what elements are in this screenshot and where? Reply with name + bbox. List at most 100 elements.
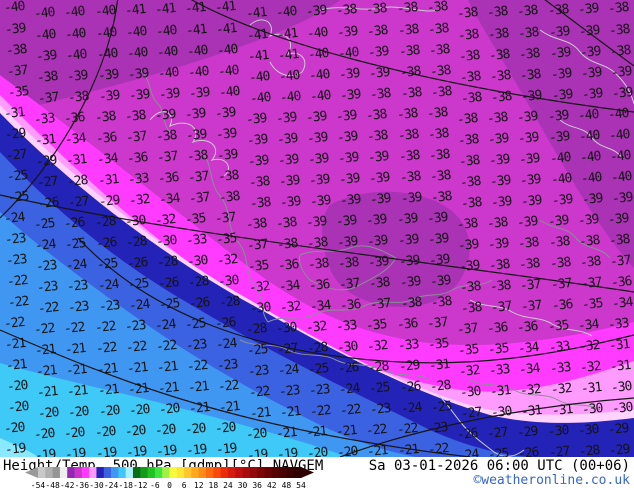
- colorbar-tick-label: 0: [167, 481, 172, 490]
- temp-label: -39: [395, 210, 418, 229]
- temp-label: -41: [124, 1, 147, 20]
- temp-label: -22: [427, 440, 450, 457]
- temp-label: -39: [611, 84, 634, 103]
- temp-label: -40: [156, 43, 179, 62]
- temp-label: -22: [395, 420, 418, 439]
- temp-label: -39: [578, 22, 601, 41]
- temp-label: -21: [156, 358, 179, 377]
- colorbar-segment: [235, 467, 243, 478]
- temp-label: -39: [338, 170, 361, 189]
- temp-label: -23: [369, 400, 392, 419]
- weather-map: -40 -40 -40 -40 -41 -41 -41 -41 -41 -40 -39 -38 -38-…: [0, 0, 634, 457]
- colorbar-tick-label: 12: [194, 481, 204, 490]
- temp-label: -20: [244, 425, 267, 444]
- credit-link[interactable]: ©weatheronline.co.uk: [473, 473, 630, 488]
- temp-label: -36: [277, 256, 300, 275]
- temp-label: -38: [607, 0, 630, 18]
- temp-label: -38: [488, 46, 511, 65]
- temp-label: -26: [214, 314, 237, 333]
- temp-label: -21: [188, 399, 211, 418]
- temp-label: -25: [127, 275, 150, 294]
- temp-label: -40: [275, 3, 298, 22]
- temp-label: -20: [124, 422, 147, 441]
- temp-label: -35: [581, 295, 604, 314]
- temp-label: -24: [457, 446, 480, 457]
- temp-label: -39: [307, 150, 330, 169]
- temp-label: -39: [185, 126, 208, 145]
- temp-label: -19: [94, 444, 117, 457]
- temp-label: -39: [158, 85, 181, 104]
- temp-label: -37: [609, 252, 632, 271]
- temp-label: -41: [244, 4, 267, 23]
- temp-label: -39: [547, 23, 570, 42]
- temp-label: -24: [3, 209, 26, 228]
- temp-label: -23: [67, 298, 90, 317]
- colorbar-segment: [162, 467, 170, 478]
- temp-label: -30: [459, 383, 482, 402]
- temp-label: -31: [96, 171, 119, 190]
- temp-label: -21: [95, 360, 118, 379]
- temp-label: -40: [579, 148, 602, 167]
- temp-label: -40: [218, 83, 241, 102]
- temp-label: -38: [459, 173, 482, 192]
- temp-label: -40: [186, 42, 209, 61]
- temp-label: -28: [66, 172, 89, 191]
- colorbar-segment: [271, 467, 280, 478]
- colorbar-segment: [227, 467, 236, 478]
- temp-label: -38: [427, 125, 450, 144]
- temp-label: -39: [188, 84, 211, 103]
- temp-label: -38: [578, 232, 601, 251]
- temp-label: -22: [125, 338, 148, 357]
- temp-label: -37: [37, 89, 60, 108]
- temp-label: -25: [158, 295, 181, 314]
- temp-label: -23: [5, 251, 28, 270]
- temp-label: -39: [427, 230, 450, 249]
- temp-label: -39: [35, 47, 58, 66]
- temp-label: -39: [246, 152, 269, 171]
- temp-label: -20: [154, 421, 177, 440]
- temp-label: -39: [127, 65, 150, 84]
- temp-label: -39: [516, 213, 539, 232]
- temp-label: -40: [309, 87, 332, 106]
- temp-label: -25: [95, 255, 118, 274]
- temp-label: -23: [185, 336, 208, 355]
- temp-label: -37: [519, 276, 542, 295]
- temp-label: -37: [369, 295, 392, 314]
- temp-label: -34: [278, 277, 301, 296]
- temp-label: -30: [217, 272, 240, 291]
- temp-label: -38: [546, 1, 569, 20]
- temp-label: -31: [550, 401, 573, 420]
- temp-label: -38: [399, 294, 422, 313]
- temp-label: -30: [275, 319, 298, 338]
- temp-label: -39: [128, 86, 151, 105]
- temp-label: -39: [309, 192, 332, 211]
- temp-label: -22: [247, 383, 270, 402]
- temp-label: -20: [128, 401, 151, 420]
- temp-label: -25: [307, 360, 330, 379]
- temp-label: -25: [184, 315, 207, 334]
- temp-label: -38: [67, 88, 90, 107]
- temp-label: -38: [489, 67, 512, 86]
- temp-label: -40: [580, 169, 603, 188]
- temp-label: -28: [93, 213, 116, 232]
- temp-label: -40: [308, 66, 331, 85]
- temp-label: -40: [65, 46, 88, 65]
- temp-label: -23: [4, 230, 27, 249]
- temp-label: -20: [7, 398, 30, 417]
- temp-label: -23: [246, 362, 269, 381]
- temp-label: -38: [519, 66, 542, 85]
- temp-label: -21: [127, 380, 150, 399]
- temp-label: -21: [248, 404, 271, 423]
- temp-label: -38: [458, 152, 481, 171]
- temp-label: -39: [305, 2, 328, 21]
- temp-label: -36: [516, 318, 539, 337]
- temp-label: -38: [489, 277, 512, 296]
- temp-label: -32: [578, 337, 601, 356]
- temp-label: -20: [184, 420, 207, 439]
- temp-label: -38: [487, 25, 510, 44]
- temp-label: -38: [247, 173, 270, 192]
- temp-label: -19: [245, 446, 268, 457]
- temp-label: -23: [278, 382, 301, 401]
- temp-label: -22: [217, 377, 240, 396]
- temp-label: -20: [37, 404, 60, 423]
